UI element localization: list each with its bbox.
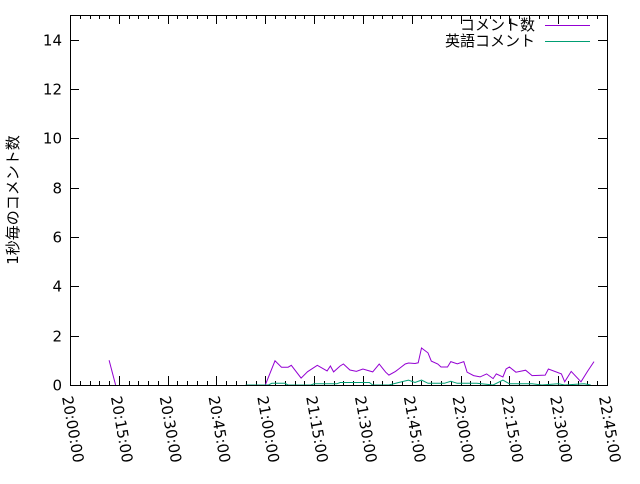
x-tick-labels: 20:00:00 20:15:00 20:30:00 20:45:00 21:00:00… bbox=[58, 395, 624, 464]
x-tick-label: 20:30:00 bbox=[156, 395, 185, 464]
y-tick-label: 10 bbox=[43, 130, 62, 148]
y-axis-label: 1秒毎のコメント数 bbox=[4, 135, 22, 265]
y-tick-label: 6 bbox=[52, 229, 62, 247]
x-tick-label: 22:30:00 bbox=[546, 395, 575, 464]
series-line-1 bbox=[246, 380, 591, 385]
x-tick-label: 22:15:00 bbox=[497, 395, 526, 464]
y-tick-labels: 0 2 4 6 8 10 12 14 bbox=[43, 32, 62, 395]
x-tick-label: 22:00:00 bbox=[449, 395, 478, 464]
x-tick-label: 21:30:00 bbox=[351, 395, 380, 464]
series-line-0 bbox=[246, 348, 594, 385]
x-tick-label: 21:00:00 bbox=[253, 395, 282, 464]
y-tick-label: 4 bbox=[52, 278, 62, 296]
y-tick-label: 14 bbox=[43, 32, 62, 50]
series-lines bbox=[109, 348, 594, 385]
y-tick-label: 2 bbox=[52, 328, 62, 346]
x-tick-label: 20:00:00 bbox=[58, 395, 87, 464]
series-line-0 bbox=[109, 360, 116, 385]
legend-label-1: 英語コメント bbox=[445, 32, 535, 50]
x-tick-label: 20:45:00 bbox=[205, 395, 234, 464]
x-tick-label: 20:15:00 bbox=[107, 395, 136, 464]
axis-ticks bbox=[70, 15, 608, 386]
y-tick-label: 12 bbox=[43, 81, 62, 99]
x-tick-label: 21:15:00 bbox=[302, 395, 331, 464]
x-tick-label: 21:45:00 bbox=[400, 395, 429, 464]
legend: コメント数 英語コメント bbox=[445, 16, 590, 50]
x-tick-label: 22:45:00 bbox=[595, 395, 624, 464]
plot-border bbox=[71, 16, 608, 386]
y-tick-label: 8 bbox=[52, 180, 62, 198]
y-tick-label: 0 bbox=[52, 377, 62, 395]
